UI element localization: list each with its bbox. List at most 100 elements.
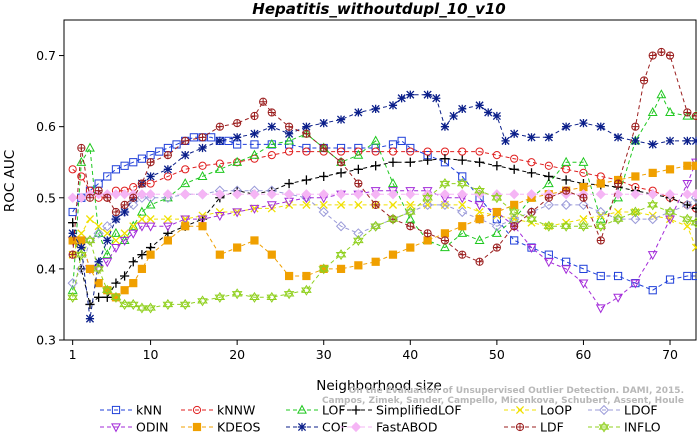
data-point-inflo (75, 249, 87, 261)
data-point-cof (284, 129, 294, 138)
data-point-knn (137, 154, 147, 163)
data-point-ldof (457, 206, 468, 218)
series-line-ldof (72, 190, 697, 284)
legend-swatch-marker (192, 405, 202, 415)
data-point-odin (119, 236, 130, 246)
data-point-inflo (231, 288, 243, 300)
data-point-inflo (387, 213, 399, 225)
data-point-cof (432, 94, 441, 103)
data-point-inflo (335, 249, 347, 261)
data-point-knn (596, 271, 605, 281)
legend-item-ldof: LDOF (588, 403, 658, 418)
data-point-loop (111, 236, 121, 245)
series-line-knn (72, 136, 696, 291)
data-point-inflo (578, 220, 589, 232)
data-point-knn (163, 143, 172, 153)
data-point-cof (302, 122, 311, 131)
data-point-ldof (335, 221, 347, 232)
data-point-cof (85, 314, 95, 323)
data-point-knn (224, 136, 233, 145)
y-tick-label: 0.4 (36, 261, 56, 276)
data-point-cof (397, 94, 406, 103)
series-line-odin (72, 162, 697, 309)
data-point-fastabod (266, 189, 277, 200)
data-point-lof (232, 156, 243, 166)
data-point-lof (180, 178, 191, 188)
data-point-knn (510, 236, 519, 245)
data-point-knn (120, 161, 129, 170)
data-point-ldof (561, 199, 572, 210)
data-point-kdeos (94, 279, 103, 288)
data-point-lof (578, 156, 589, 166)
legend-item-inflo: INFLO (588, 420, 661, 434)
data-point-lof (284, 135, 295, 145)
data-point-kdeos (458, 222, 467, 231)
legend-swatch-marker (515, 405, 525, 415)
series-inflo (67, 178, 697, 314)
data-point-lof (136, 206, 147, 216)
x-tick-label: 1 (69, 347, 77, 362)
data-point-inflo (647, 199, 659, 211)
data-point-cof (510, 129, 519, 138)
data-point-kdeos (423, 236, 432, 245)
legend-swatch-marker (111, 423, 121, 433)
data-point-ldf (233, 119, 242, 128)
data-point-fastabod (301, 189, 312, 200)
data-point-fastabod (162, 189, 173, 200)
data-point-odin (595, 304, 606, 314)
series-line-ldf (72, 51, 697, 263)
data-point-simplifiedlof (128, 257, 138, 267)
y-axis-label: ROC AUC (2, 150, 18, 212)
data-point-knn (562, 257, 571, 266)
data-point-inflo (370, 220, 381, 232)
data-point-knn (691, 271, 697, 281)
data-point-cof (596, 122, 605, 131)
data-point-inflo (422, 192, 433, 204)
data-point-kdeos (120, 286, 129, 295)
data-point-ldf (120, 200, 129, 209)
data-point-loop (120, 229, 129, 238)
legend-label: kNN (136, 403, 162, 418)
data-point-inflo (93, 263, 104, 275)
legend: kNN kNNW LOF SimplifiedLOF LoOP LDOF ODIN KDEOS… (100, 403, 661, 434)
data-point-inflo (318, 263, 330, 275)
data-point-loop (103, 229, 112, 238)
data-point-kdeos (631, 172, 640, 181)
data-point-loop (648, 211, 657, 220)
legend-swatch-marker (598, 404, 610, 416)
y-tick-label: 0.5 (36, 190, 56, 205)
data-point-cof (388, 101, 398, 110)
data-point-cof (120, 207, 129, 217)
data-point-knnw (458, 147, 467, 156)
data-point-ldf (267, 108, 276, 117)
data-point-kdeos (648, 168, 657, 177)
data-point-fastabod (335, 189, 347, 200)
citation-line-1: On the Evaluation of Unsupervised Outlie… (349, 386, 684, 396)
data-point-simplifiedlof (423, 155, 433, 165)
series-simplifiedlof (68, 154, 697, 310)
data-point-ldf (129, 193, 138, 202)
data-point-ldf (137, 179, 147, 188)
data-point-cof (475, 101, 484, 110)
data-point-simplifiedlof (474, 157, 485, 167)
data-point-lof (543, 178, 554, 188)
legend-label: LDF (540, 420, 564, 434)
data-point-lof (353, 149, 364, 159)
data-point-simplifiedlof (371, 161, 381, 171)
data-point-inflo (526, 213, 537, 225)
data-point-inflo (249, 291, 260, 303)
x-tick-label: 30 (316, 347, 332, 362)
data-point-inflo (101, 284, 113, 296)
legend-label: LoOP (540, 403, 572, 418)
data-point-ldf (691, 111, 697, 121)
data-point-ldof (630, 214, 641, 225)
data-point-ldof (578, 199, 589, 210)
data-point-inflo (456, 178, 468, 190)
legend-swatch-marker (351, 405, 361, 415)
data-point-odin (613, 293, 624, 303)
data-point-ldof (422, 199, 433, 210)
data-point-knn (579, 264, 588, 273)
data-point-odin (111, 243, 121, 253)
legend-swatch-marker (192, 422, 202, 432)
data-point-loop (94, 222, 103, 231)
